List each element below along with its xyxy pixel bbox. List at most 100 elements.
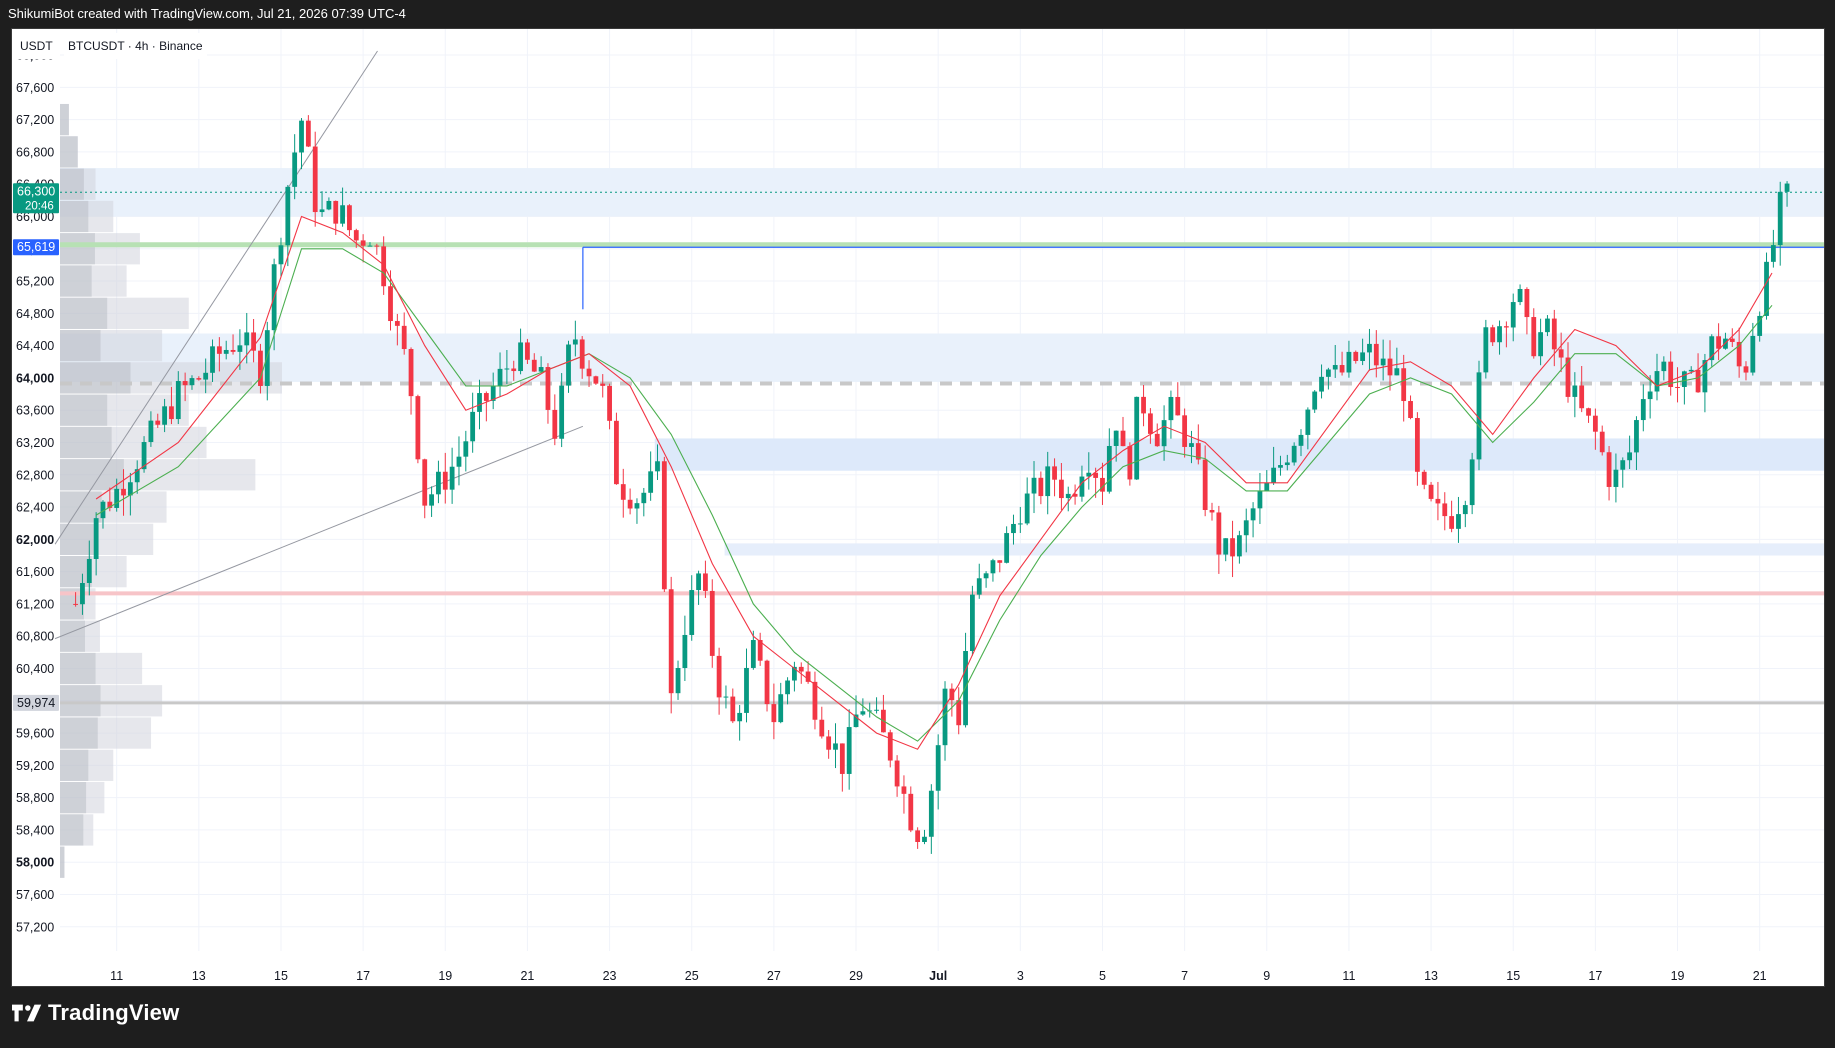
date-tick-label: 11 <box>1342 969 1355 983</box>
price-tick-label: 64,000 <box>16 371 54 385</box>
volume-profile-bar <box>60 426 207 459</box>
candle-body <box>1627 452 1633 461</box>
candle-body <box>778 694 784 723</box>
date-tick-label: 17 <box>1588 969 1602 983</box>
candle-body <box>477 393 482 412</box>
candle-body <box>1120 430 1126 447</box>
candle-body <box>1264 482 1270 491</box>
candle-body <box>203 372 209 380</box>
candle-body <box>1209 509 1215 513</box>
candle-body <box>1640 399 1646 421</box>
price-tick-label: 66,800 <box>16 145 54 159</box>
candle-body <box>566 344 571 386</box>
candle-body <box>997 560 1003 563</box>
candle-body <box>278 245 284 265</box>
candle-body <box>908 793 914 831</box>
candle-body <box>463 441 469 457</box>
candle-body <box>976 578 982 595</box>
candle-body <box>1599 431 1605 453</box>
price-tick-label: 62,000 <box>16 533 54 547</box>
candle-body <box>148 420 154 443</box>
price-badge-text: 59,974 <box>17 696 55 710</box>
candle-body <box>1271 467 1277 483</box>
attribution-bar: ShikumiBot created with TradingView.com,… <box>0 0 1835 28</box>
candle-body <box>114 488 120 508</box>
price-tick-label: 63,600 <box>16 404 54 418</box>
candle-body <box>1195 443 1201 460</box>
candle-body <box>744 667 749 713</box>
highlight-zones <box>60 168 1824 556</box>
candle-body <box>641 492 647 504</box>
volume-profile-bar-core <box>60 491 102 523</box>
candle-body <box>874 709 879 711</box>
candle-body <box>559 385 565 439</box>
volume-profile-bar-core <box>60 846 65 878</box>
candle-body <box>511 368 517 372</box>
candle-body <box>990 560 996 574</box>
candle-body <box>750 640 756 668</box>
candle-body <box>1031 477 1037 494</box>
volume-profile-bar <box>60 846 65 878</box>
candle-body <box>1661 361 1667 372</box>
candle-body <box>196 378 202 380</box>
date-tick-label: 9 <box>1263 969 1270 983</box>
candle-body <box>1490 327 1496 343</box>
price-zone <box>654 438 1824 471</box>
volume-profile-bar <box>60 814 94 846</box>
candle-body <box>237 345 243 352</box>
candle-body <box>442 471 448 490</box>
candle-body <box>162 406 167 425</box>
price-badge-text: 65,619 <box>17 240 55 254</box>
candle-body <box>1668 361 1674 387</box>
candle-body <box>1011 523 1016 534</box>
candle-body <box>326 200 332 210</box>
candlestick-chart[interactable]: 68,00067,60067,20066,80066,40066,00065,6… <box>12 29 1824 986</box>
candle-body <box>627 499 633 509</box>
candle-body <box>394 321 400 326</box>
candle-body <box>709 590 715 656</box>
candle-body <box>600 383 606 386</box>
volume-profile-bar-core <box>60 265 92 297</box>
candle-body <box>436 471 441 495</box>
price-tick-label: 62,800 <box>16 468 54 482</box>
volume-profile-bar <box>60 168 96 200</box>
candle-body <box>1360 352 1366 361</box>
candle-body <box>1182 415 1188 447</box>
trendline <box>54 50 378 545</box>
candle-body <box>258 350 263 386</box>
candle-body <box>1462 505 1468 515</box>
symbol-label[interactable]: BTCUSDT · 4h · Binance <box>64 33 207 59</box>
candle-body <box>1147 413 1153 434</box>
candle-body <box>648 471 654 493</box>
candle-body <box>1325 369 1331 377</box>
volume-profile-bar <box>60 555 127 588</box>
candle-body <box>545 367 551 410</box>
candle-body <box>1613 469 1619 487</box>
candle-body <box>1380 358 1386 366</box>
candle-body <box>1223 538 1229 555</box>
volume-profile-bar-core <box>60 749 89 781</box>
candle-body <box>1161 420 1167 447</box>
candle-body <box>1305 409 1311 435</box>
candle-body <box>1346 351 1352 373</box>
tradingview-brand[interactable]: TradingView <box>12 1000 179 1026</box>
candle-body <box>552 409 558 439</box>
candle-body <box>518 342 523 372</box>
candle-body <box>826 736 832 750</box>
date-tick-label: 25 <box>685 969 699 983</box>
volume-profile-bar-core <box>60 555 92 588</box>
candle-body <box>401 325 407 350</box>
candle-body <box>381 246 387 287</box>
candle-body <box>1449 516 1455 529</box>
volume-profile-bar <box>60 136 78 168</box>
volume-profile-bar-core <box>60 685 101 717</box>
candle-body <box>175 381 181 420</box>
candle-body <box>1373 343 1379 366</box>
candle-body <box>1551 318 1557 350</box>
candle-body <box>757 640 763 661</box>
candle-body <box>1764 261 1769 316</box>
price-axis: 68,00067,60067,20066,80066,40066,00065,6… <box>16 49 54 935</box>
volume-profile-bar <box>60 103 69 136</box>
chart-panel[interactable]: 68,00067,60067,20066,80066,40066,00065,6… <box>11 28 1825 987</box>
date-tick-label: 29 <box>849 969 863 983</box>
